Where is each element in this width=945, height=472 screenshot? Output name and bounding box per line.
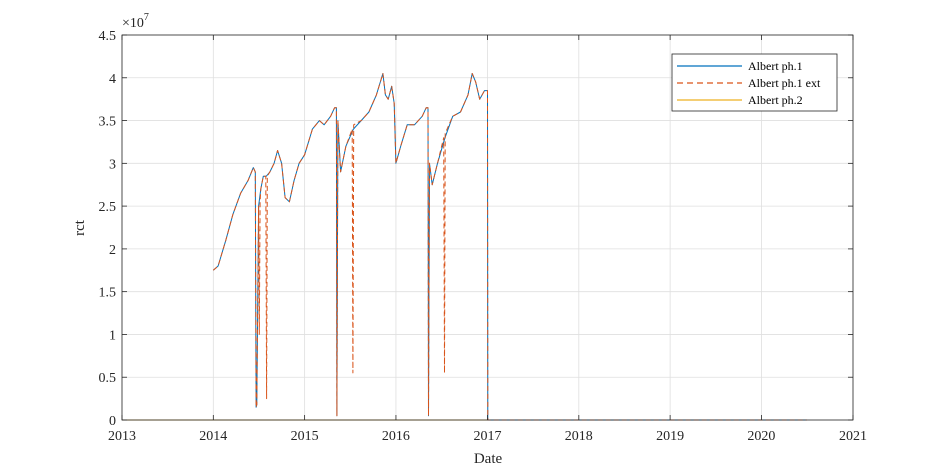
y-exponent-power: 7 <box>144 12 149 23</box>
x-tick-label: 2015 <box>291 429 319 444</box>
y-tick-label: 4 <box>109 72 116 87</box>
y-tick-label: 4.5 <box>99 29 117 44</box>
x-tick-label: 2017 <box>474 429 502 444</box>
x-tick-label: 2014 <box>199 429 227 444</box>
y-tick-label: 2.5 <box>99 200 117 215</box>
x-tick-label: 2016 <box>382 429 410 444</box>
y-tick-label: 1.5 <box>99 286 117 301</box>
y-tick-label: 0.5 <box>99 371 117 386</box>
x-tick-label: 2013 <box>108 429 136 444</box>
legend-label: Albert ph.1 <box>748 59 803 73</box>
legend: Albert ph.1 Albert ph.1 ext Albert ph.2 <box>671 53 838 112</box>
y-exponent-label: ×107 <box>122 12 149 31</box>
y-tick-label: 1 <box>109 328 116 343</box>
x-axis-label: Date <box>474 451 503 467</box>
legend-label: Albert ph.1 ext <box>748 76 821 90</box>
x-tick-label: 2019 <box>656 429 684 444</box>
y-tick-label: 2 <box>109 243 116 258</box>
y-axis: 0 0.5 1 1.5 2 2.5 3 3.5 4 4.5 <box>99 29 853 429</box>
x-tick-label: 2018 <box>565 429 593 444</box>
x-tick-label: 2020 <box>747 429 775 444</box>
legend-label: Albert ph.2 <box>748 93 803 107</box>
y-axis-label: rct <box>72 219 88 236</box>
x-tick-label: 2021 <box>839 429 867 444</box>
y-tick-label: 3.5 <box>99 115 117 130</box>
y-tick-label: 3 <box>109 157 116 172</box>
x-axis: 2013 2014 2015 2016 2017 2018 2019 2020 2021 <box>108 35 867 444</box>
y-tick-label: 0 <box>109 414 116 429</box>
